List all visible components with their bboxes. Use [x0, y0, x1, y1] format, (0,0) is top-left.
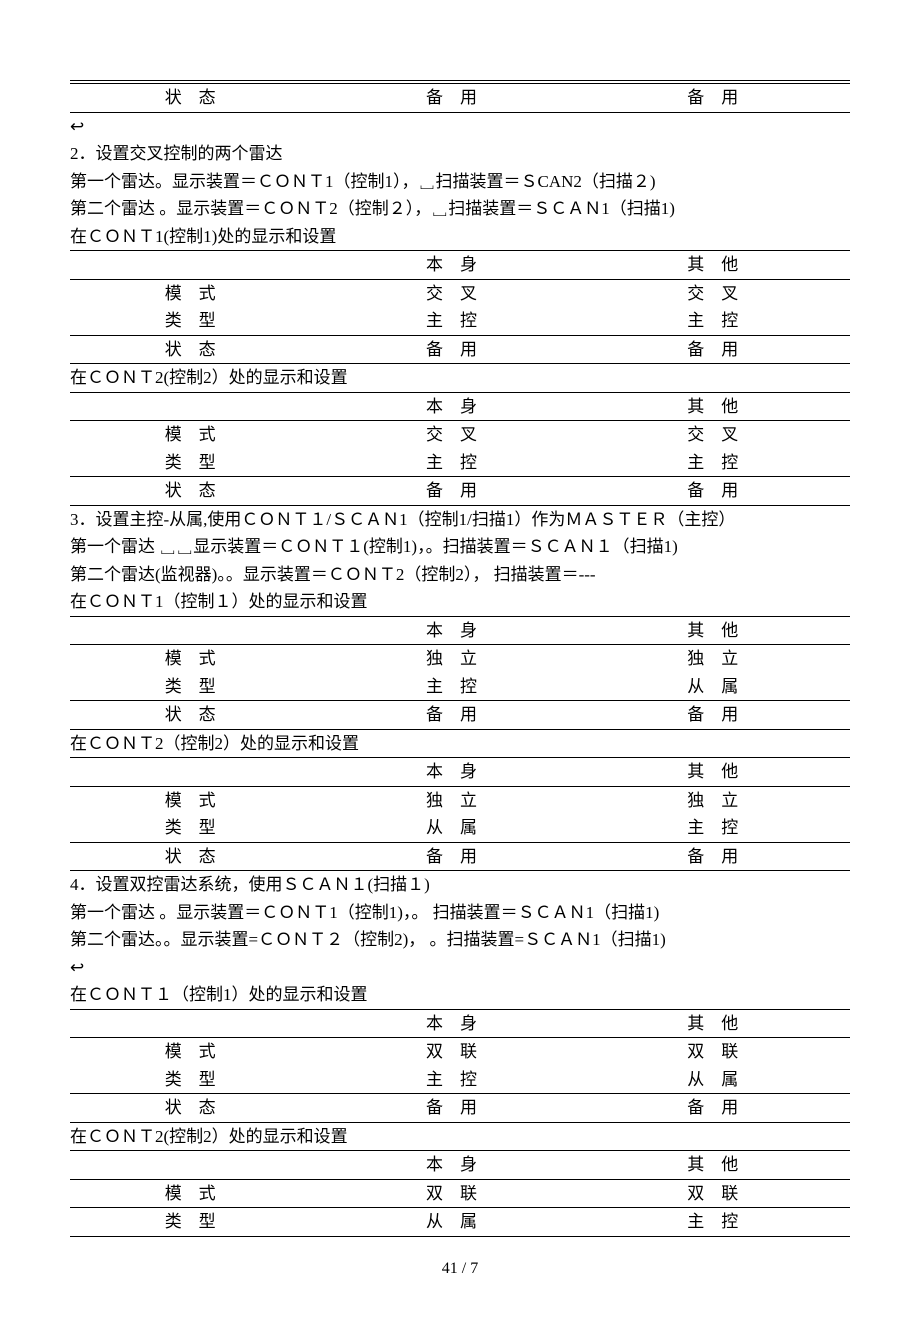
section2-line3: 在ＣＯＮＴ1(控制1)处的显示和设置	[70, 223, 850, 251]
section2-table1: 本身 其他 模式 交叉 交叉 类型 主控 主控 状态 备用 备用	[70, 250, 850, 364]
table-cell: 主控	[593, 814, 850, 842]
table-cell: 备用	[327, 477, 592, 506]
table-cell: 备用	[593, 335, 850, 364]
table-header: 其他	[593, 1009, 850, 1038]
table-cell: 独立	[593, 645, 850, 673]
table-cell: 模式	[70, 1038, 327, 1066]
marker: ↩	[70, 113, 850, 141]
table-cell: 备用	[327, 1094, 592, 1123]
table-cell: 备用	[593, 1094, 850, 1123]
table-cell: 从属	[327, 814, 592, 842]
table-cell: 交叉	[327, 279, 592, 307]
table-header: 其他	[593, 251, 850, 280]
table-cell: 交叉	[593, 421, 850, 449]
table-cell: 主控	[327, 1066, 592, 1094]
table-header: 其他	[593, 758, 850, 787]
table-header: 本身	[327, 758, 592, 787]
table-cell: 状态	[70, 335, 327, 364]
section2-title: 2．设置交叉控制的两个雷达	[70, 140, 850, 168]
table-cell: 类型	[70, 449, 327, 477]
table-header: 本身	[327, 1009, 592, 1038]
table-cell: 双联	[327, 1179, 592, 1208]
table-header: 本身	[327, 251, 592, 280]
section4-line1: 第一个雷达 。显示装置＝ＣＯＮＴ1（控制1)，。 扫描装置＝ＳＣＡＮ1（扫描1)	[70, 899, 850, 927]
table-cell: 状态	[70, 1094, 327, 1123]
top-table-cell: 备用	[327, 84, 592, 113]
section2-line1: 第一个雷达。显示装置＝ＣＯＮＴ1（控制1），␣扫描装置＝ＳCAN2（扫描２)	[70, 168, 850, 196]
table-cell: 类型	[70, 673, 327, 701]
table-cell: 主控	[327, 449, 592, 477]
section3-line2: 第二个雷达(监视器)。。显示装置＝ＣＯＮＴ2（控制2）， 扫描装置＝---	[70, 561, 850, 589]
table-cell: 类型	[70, 307, 327, 335]
table-header	[70, 616, 327, 645]
table-cell: 主控	[593, 1208, 850, 1237]
table-cell: 类型	[70, 814, 327, 842]
table-header	[70, 758, 327, 787]
section4-line3: 在ＣＯＮＴ１（控制1）处的显示和设置	[70, 981, 850, 1009]
table-cell: 交叉	[593, 279, 850, 307]
table-cell: 从属	[327, 1208, 592, 1237]
top-table-cell: 备用	[593, 84, 850, 113]
table-cell: 独立	[593, 786, 850, 814]
table-cell: 双联	[593, 1038, 850, 1066]
table-cell: 主控	[593, 307, 850, 335]
table-cell: 状态	[70, 842, 327, 871]
section2-line4: 在ＣＯＮＴ2(控制2）处的显示和设置	[70, 364, 850, 392]
table-cell: 类型	[70, 1208, 327, 1237]
table-cell: 状态	[70, 477, 327, 506]
table-cell: 备用	[593, 477, 850, 506]
section3-table2: 本身 其他 模式 独立 独立 类型 从属 主控 状态 备用 备用	[70, 757, 850, 871]
table-cell: 备用	[593, 701, 850, 730]
table-cell: 独立	[327, 645, 592, 673]
table-cell: 主控	[327, 307, 592, 335]
table-cell: 备用	[593, 842, 850, 871]
marker: ↩	[70, 954, 850, 982]
section3-title: 3．设置主控-从属,使用ＣＯＮＴ１/ＳＣＡＮ1（控制1/扫描1）作为ＭＡＳＴＥＲ…	[70, 506, 850, 534]
section3-table1: 本身 其他 模式 独立 独立 类型 主控 从属 状态 备用 备用	[70, 616, 850, 730]
top-table-cell: 状态	[70, 84, 327, 113]
table-cell: 交叉	[327, 421, 592, 449]
section4-table1: 本身 其他 模式 双联 双联 类型 主控 从属 状态 备用 备用	[70, 1009, 850, 1123]
table-cell: 模式	[70, 645, 327, 673]
table-cell: 备用	[327, 701, 592, 730]
table-cell: 模式	[70, 421, 327, 449]
table-cell: 模式	[70, 279, 327, 307]
section3-line1: 第一个雷达 ␣␣显示装置＝ＣＯＮＴ１(控制1)，。扫描装置＝ＳＣＡＮ１（扫描1)	[70, 533, 850, 561]
section4-table2: 本身 其他 模式 双联 双联 类型 从属 主控	[70, 1150, 850, 1237]
section4-line4: 在ＣＯＮＴ2(控制2）处的显示和设置	[70, 1123, 850, 1151]
table-cell: 备用	[327, 335, 592, 364]
table-cell: 独立	[327, 786, 592, 814]
table-cell: 双联	[593, 1179, 850, 1208]
table-header	[70, 251, 327, 280]
table-cell: 模式	[70, 786, 327, 814]
section4-line2: 第二个雷达。。显示装置=ＣＯＮＴ２（控制2)， 。扫描装置=ＳＣＡＮ1（扫描1)	[70, 926, 850, 954]
table-cell: 主控	[327, 673, 592, 701]
table-header	[70, 1009, 327, 1038]
table-header: 本身	[327, 392, 592, 421]
top-table: 状态 备用 备用	[70, 80, 850, 113]
table-cell: 模式	[70, 1179, 327, 1208]
table-cell: 双联	[327, 1038, 592, 1066]
table-cell: 主控	[593, 449, 850, 477]
table-header: 其他	[593, 392, 850, 421]
section2-line2: 第二个雷达 。显示装置＝ＣＯＮＴ2（控制２），␣扫描装置＝ＳＣＡＮ1（扫描1)	[70, 195, 850, 223]
table-header: 其他	[593, 1151, 850, 1180]
table-cell: 备用	[327, 842, 592, 871]
table-header: 本身	[327, 1151, 592, 1180]
table-header	[70, 392, 327, 421]
table-header: 本身	[327, 616, 592, 645]
section2-table2: 本身 其他 模式 交叉 交叉 类型 主控 主控 状态 备用 备用	[70, 392, 850, 506]
table-cell: 状态	[70, 701, 327, 730]
table-cell: 从属	[593, 673, 850, 701]
table-header	[70, 1151, 327, 1180]
table-cell: 类型	[70, 1066, 327, 1094]
page-footer: 41 / 7	[70, 1257, 850, 1281]
section3-line4: 在ＣＯＮＴ2（控制2）处的显示和设置	[70, 730, 850, 758]
section3-line3: 在ＣＯＮＴ1（控制１）处的显示和设置	[70, 588, 850, 616]
table-header: 其他	[593, 616, 850, 645]
table-cell: 从属	[593, 1066, 850, 1094]
section4-title: 4．设置双控雷达系统，使用ＳＣＡＮ１(扫描１)	[70, 871, 850, 899]
